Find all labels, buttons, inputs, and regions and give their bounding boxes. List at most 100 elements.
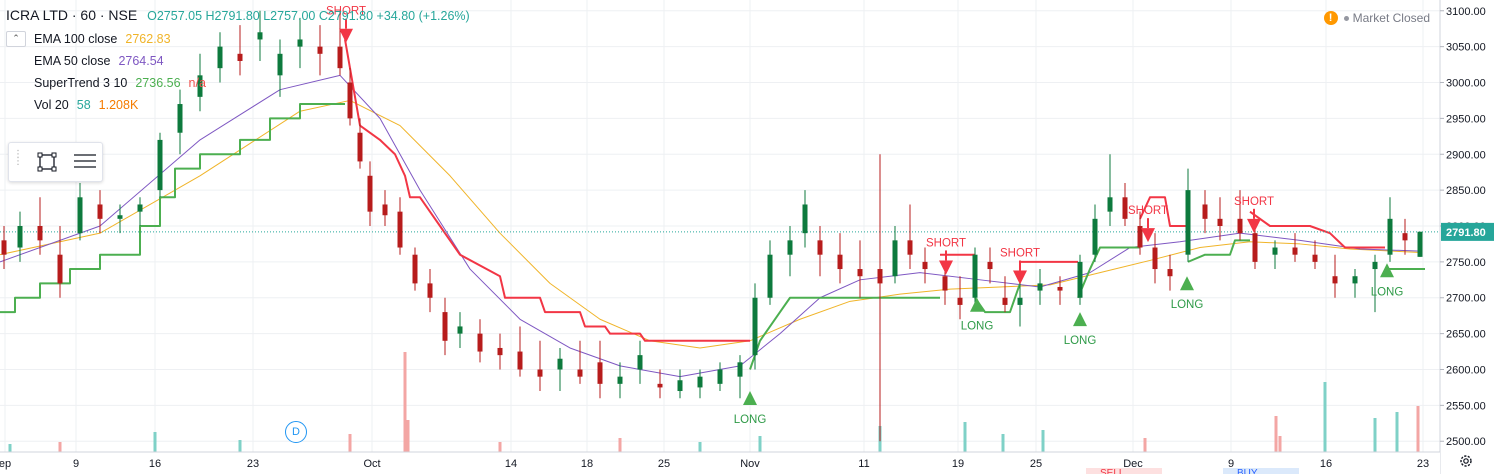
candle-body [817,240,823,255]
candle-body [77,197,83,234]
price-tick-label: 2550.00 [1446,400,1486,412]
drawing-toolbox[interactable]: ⋮ ⋮ [8,142,103,182]
volume-bar [758,436,762,452]
candle-body [1402,233,1408,241]
volume-bar [1323,382,1327,452]
long-label: LONG [734,414,767,426]
last-price-label: 2791.80 [1446,227,1486,239]
line-style-icon[interactable] [71,148,99,176]
market-status-text: Market Closed [1352,11,1430,25]
volume-bar [1278,436,1282,452]
volume-bar [1041,430,1045,452]
price-tick-label: 3100.00 [1446,6,1486,18]
gear-icon[interactable] [1458,453,1474,469]
candle-body [942,276,948,291]
low-value: L2757.00 [263,9,316,23]
chart-legend: ICRA LTD · 60 · NSE O2757.05 H2791.80 L2… [6,6,470,118]
candle [397,197,403,255]
candle [1237,190,1243,241]
volume-bar [153,432,157,452]
candle-body [857,269,863,277]
candle-body [197,75,203,97]
volume-bar [1274,416,1278,452]
candle-body [317,46,323,54]
candle [1017,283,1023,327]
candle [1387,197,1393,262]
candle-body [297,39,303,47]
short-label: SHORT [326,6,366,18]
volume-bar [618,438,622,452]
candle-body [767,254,773,298]
candle-body [457,326,463,334]
indicator-name: EMA 50 close [34,54,111,68]
candle [657,369,663,399]
indicator-name: SuperTrend 3 10 [34,76,128,90]
candle [317,25,323,76]
short-label: SHORT [1000,247,1040,259]
indicator-name: Vol 20 [34,98,69,112]
candle-body [217,46,223,69]
short-arrow-icon [1247,218,1261,233]
indicator-ema50[interactable]: EMA 50 close 2764.54 [6,52,470,70]
candle-body [397,211,403,248]
indicator-volume[interactable]: Vol 20 58 1.208K [6,96,470,114]
ema100-line [0,99,1421,349]
price-tick-label: 2850.00 [1446,185,1486,197]
candle [257,10,263,61]
long-arrow-icon [970,297,984,312]
candle [637,340,643,384]
time-tick-label: Nov [740,458,760,470]
candle-body [1237,218,1243,234]
indicator-ema100[interactable]: ⌃ EMA 100 close 2762.83 [6,30,470,48]
rectangle-tool-icon[interactable] [33,148,61,176]
candle [477,319,483,363]
candle-body [1137,226,1143,248]
drag-handle-icon[interactable]: ⋮ ⋮ [13,149,23,167]
price-axis[interactable]: 2500.00 2550.00 2600.00 2650.00 2700.00 2750.… [1439,0,1494,474]
candle [892,226,898,284]
candle [137,197,143,226]
candle [767,240,773,305]
long-arrow-icon [743,391,757,406]
candle [1152,233,1158,284]
supertrend-down-line [1139,196,1188,227]
collapse-chevron-icon[interactable]: ⌃ [6,31,26,47]
indicator-supertrend[interactable]: SuperTrend 3 10 2736.56 n/a [6,74,470,92]
candle [1417,231,1423,257]
price-tick-label: 2700.00 [1446,293,1486,305]
time-axis[interactable]: ep 9 16 23 Oct 14 18 25 Nov 11 19 25 Dec 9 16 23 SELL BUY [0,451,1440,474]
candle-body [1217,218,1223,226]
candle [497,333,503,370]
long-arrow-icon [1380,263,1394,278]
long-label: LONG [961,321,994,333]
change-value: +34.80 (+1.26%) [376,9,470,23]
candle-body [477,333,483,352]
warning-icon[interactable]: ! [1323,11,1338,25]
dividend-marker[interactable]: D [285,421,307,443]
candle [517,326,523,377]
candle [617,362,623,399]
candle-body [427,283,433,298]
price-tick-label: 2900.00 [1446,149,1486,161]
price-tick-label: 2750.00 [1446,257,1486,269]
volume-bar [348,434,352,452]
candle-body [892,240,898,277]
indicator-value: 2736.56 [135,76,181,90]
supertrend-signals: SHORT LONG SHORT LONG SHORT LONG SHORT LONG SHOR… [326,6,1403,426]
long-label: LONG [1064,335,1097,347]
candle-body [1372,261,1378,270]
candle-body [787,240,793,255]
volume-bar [1416,406,1420,452]
candle-body [577,369,583,377]
candle [427,269,433,313]
candle-body [597,362,603,384]
time-tick-label: 11 [858,458,869,470]
candle [1092,204,1098,262]
candle [557,347,563,392]
time-tick-label: 16 [149,458,161,470]
long-arrow-icon [1180,276,1194,291]
candle-body [57,254,63,284]
indicator-lines [0,39,1440,378]
candle-body [177,104,183,133]
